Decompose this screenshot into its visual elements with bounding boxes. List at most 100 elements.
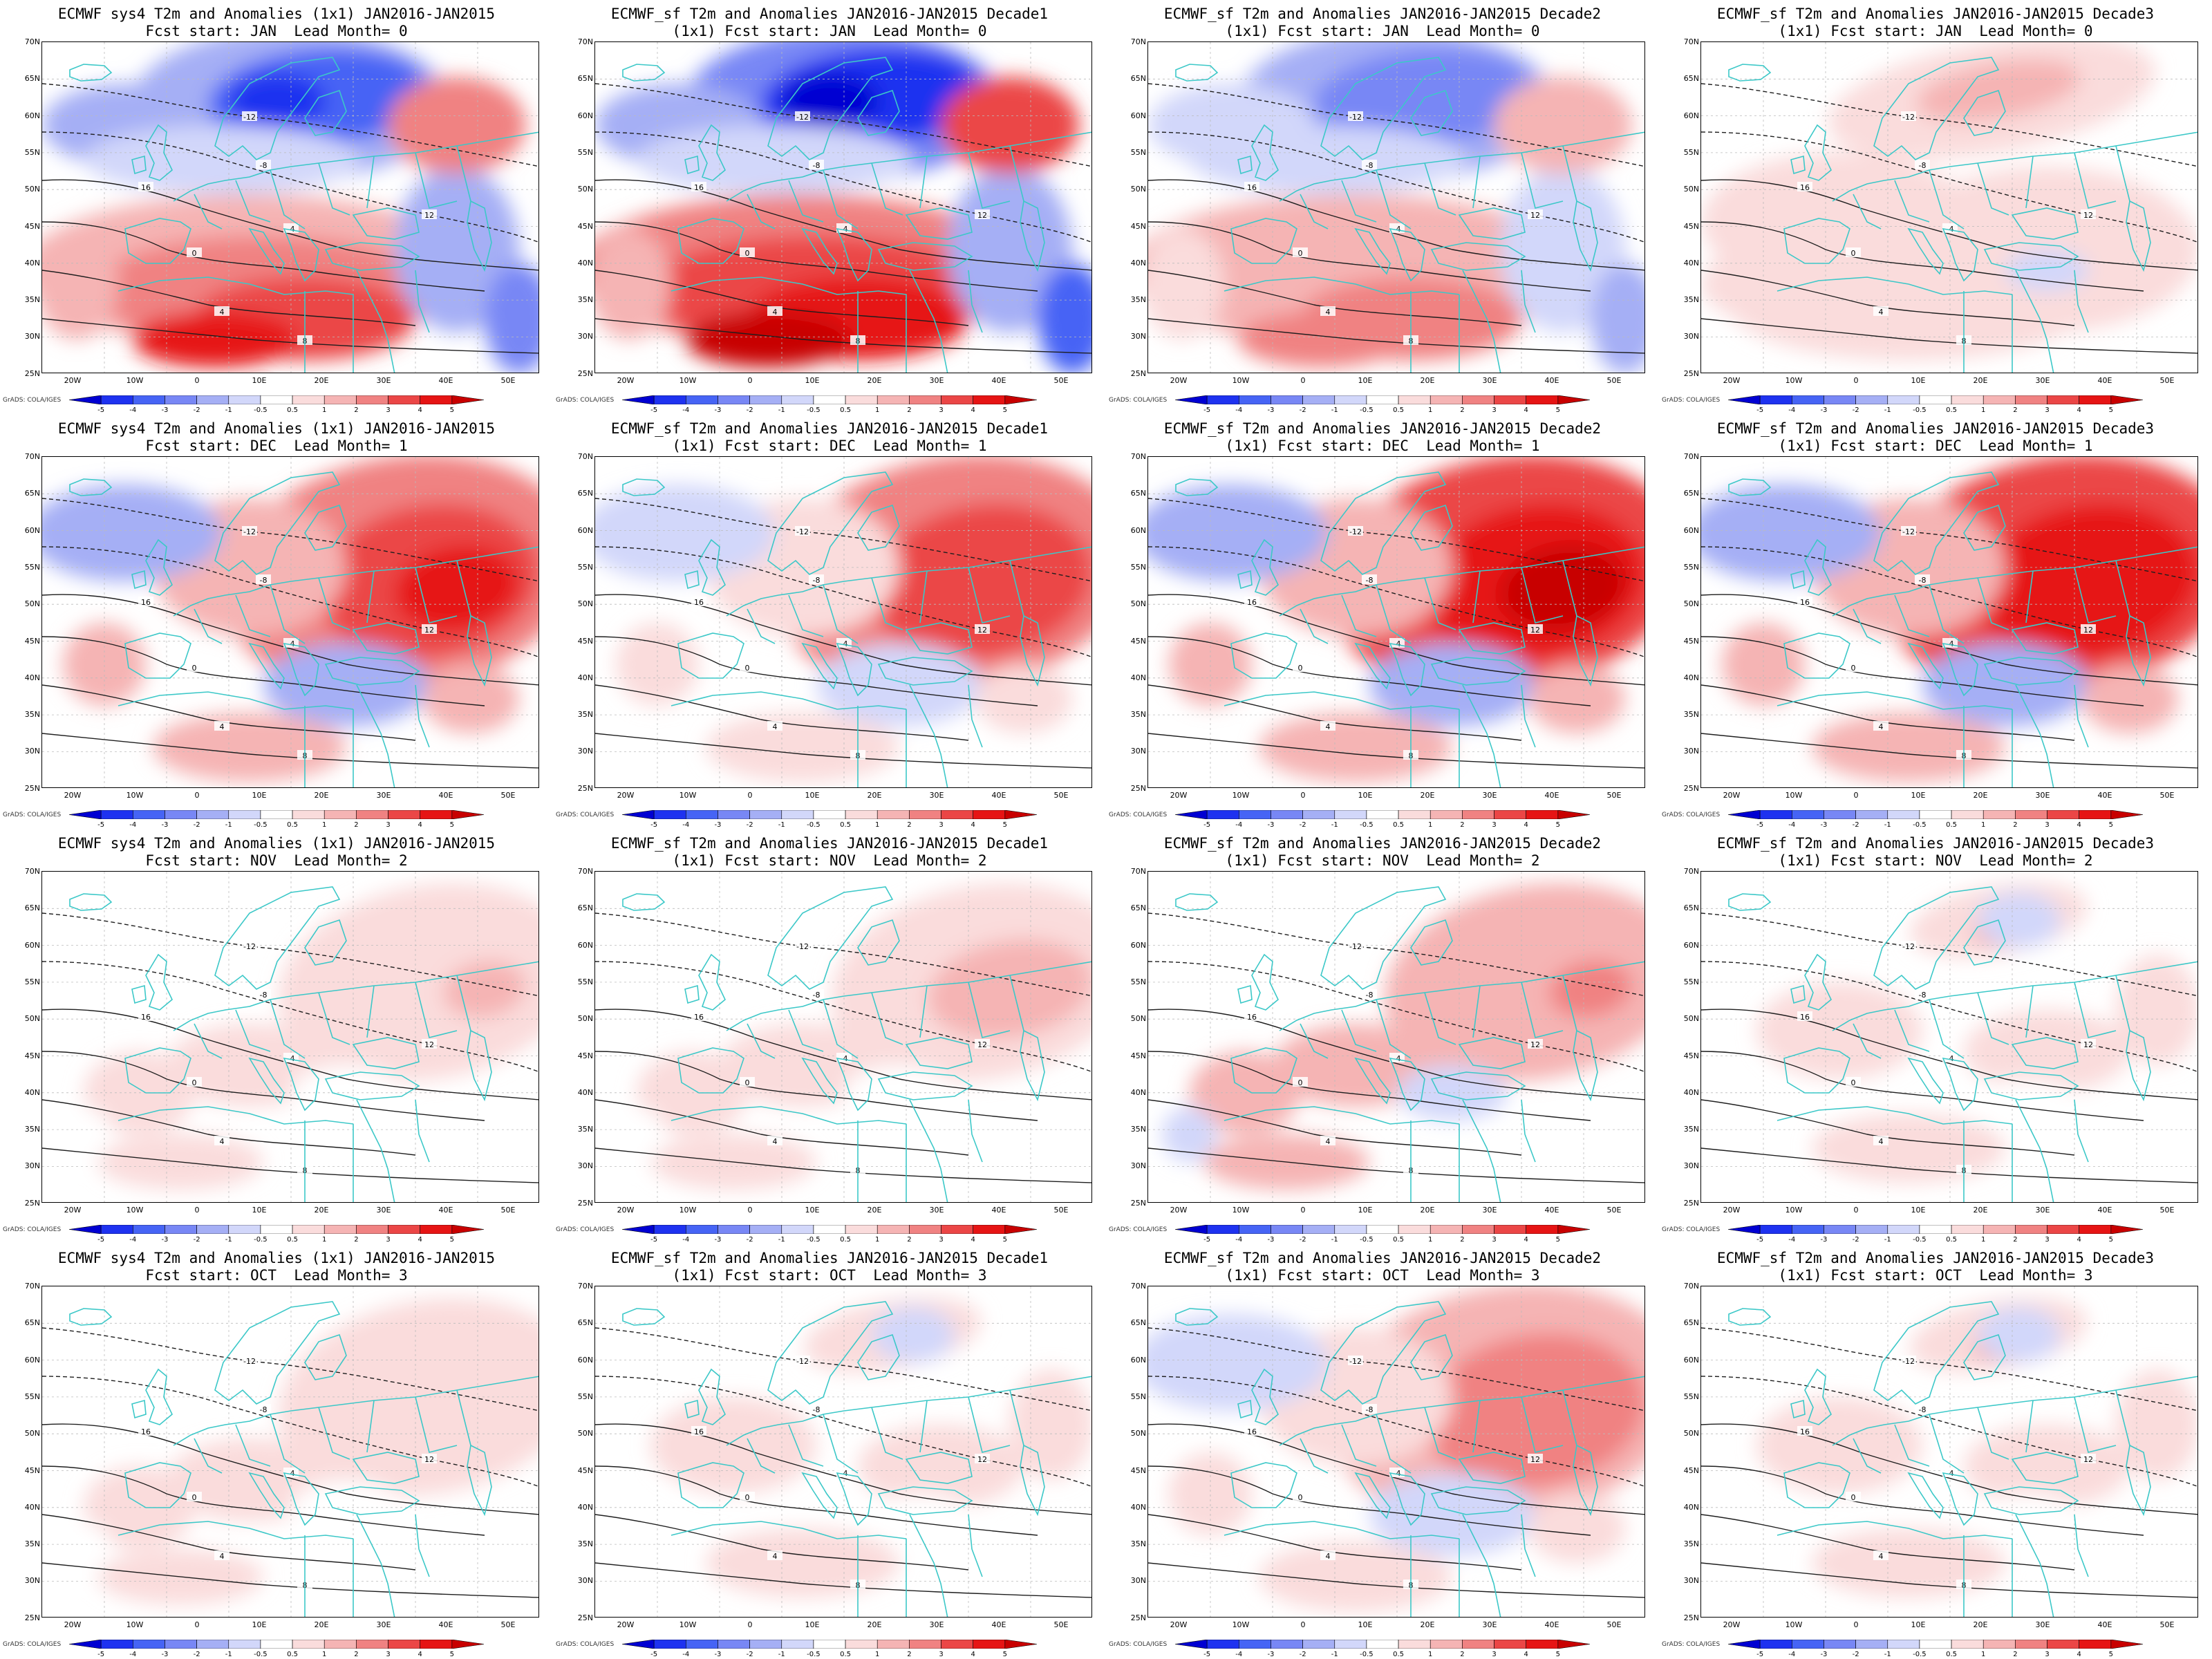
latitude-label: 60N [24,1355,40,1365]
coastline [968,270,983,333]
coastline [788,594,824,637]
anomaly-region [1715,885,1826,941]
longitude-label: 0 [1300,791,1306,800]
coastline [2115,145,2130,202]
longitude-label: 20E [314,376,329,385]
longitude-label: 10E [1911,791,1926,800]
colorbar-swatch [100,1640,133,1649]
coastline [2074,1514,2089,1577]
colorbar-swatch [845,395,878,404]
colorbar-swatch [909,1225,941,1234]
coastline [836,642,872,697]
longitude-label: 0 [194,1206,200,1215]
colorbar-level: 3 [386,1651,391,1658]
longitude-label: 20W [617,1206,635,1215]
longitude-label: 20E [867,1620,882,1629]
coastline [324,1486,420,1515]
coastline [1410,504,1453,551]
longitude-label: 30E [376,1620,391,1629]
colorbar-level: 1 [322,1236,327,1244]
panel-title-line2: Fcst start: NOV Lead Month= 2 [145,852,408,869]
colorbar-level: 2 [354,1651,359,1658]
panel-title-line2: (1x1) Fcst start: OCT Lead Month= 3 [1778,1267,2093,1284]
latitude-label: 40N [1130,258,1146,268]
latitude-label: 70N [577,37,593,46]
coastline [1458,207,1526,240]
longitude-label: 0 [194,376,200,385]
coastline [877,1071,973,1100]
contour-label-bg [1528,1454,1543,1463]
contour-label: -8 [1366,991,1374,1000]
coastline [1521,1396,1564,1453]
coastline [788,1424,824,1467]
temperature-contour [42,221,485,292]
coastline [415,1396,458,1453]
coastline [1462,684,1501,787]
colorbar-level: -4 [1235,1236,1243,1244]
longitude-label: 10E [252,376,267,385]
contour-label-bg [1901,111,1916,121]
coastline [1410,919,1453,966]
latitude-label: 35N [1130,1539,1146,1549]
coastline [270,584,306,644]
colorbar-swatch [1430,1225,1463,1234]
coastline [1279,961,1644,1031]
contour-label-bg [1873,1136,1888,1145]
latitude-label: 65N [24,489,40,498]
latitude-label: 65N [1683,489,1699,498]
contour-label: 4 [773,1137,778,1146]
anomaly-region [865,1494,975,1549]
coastline [1320,886,1447,990]
contour-label: 4 [220,722,225,731]
latitude-label: 45N [1683,1051,1699,1060]
longitude-label: 30E [1482,1206,1497,1215]
coastline [356,1514,395,1617]
contour-label: -4 [288,1469,295,1478]
coastline [2025,1400,2034,1453]
colorbar-level: -2 [746,821,753,829]
panel-title: ECMWF_sf T2m and Anomalies JAN2016-JAN20… [1659,835,2212,870]
latitude-label: 35N [24,710,40,720]
latitude-label: 35N [577,1125,593,1134]
colorbar-swatch [749,810,782,819]
temperature-contour [1701,1514,2075,1571]
anomaly-region [1591,263,1644,373]
coastline [318,577,350,630]
contour-label: -8 [813,991,821,1000]
temperature-contour [595,1009,1091,1100]
latitude-label: 50N [1130,185,1146,194]
colorbar-swatch [1728,1225,1761,1234]
latitude-label: 30N [1130,747,1146,756]
coastline [877,242,973,271]
colorbar-swatch [388,810,420,819]
panel-title-line1: ECMWF sys4 T2m and Anomalies (1x1) JAN20… [57,1250,496,1266]
longitude-label: 50E [1053,376,1069,385]
colorbar-swatch [1398,395,1431,404]
latitude-label: 30N [1130,1576,1146,1586]
contour-label: -12 [796,113,809,122]
coastline [1894,1009,1930,1052]
colorbar-swatch [1855,810,1888,819]
coastline [909,1099,948,1202]
coastline [801,642,838,690]
coastline [726,546,1091,617]
contour-label-bg [187,247,202,257]
contour-label: -4 [1947,639,1954,648]
anomaly-region [1148,1314,1328,1411]
temperature-contour [42,1099,416,1156]
coastline [1175,478,1219,496]
anomaly-region [1722,623,1805,706]
colorbar-level: 4 [1524,406,1528,414]
coastline [823,999,859,1059]
latitude-label: 25N [577,368,593,378]
contour-label: 12 [1530,626,1540,635]
colorbar-swatch [1728,1640,1761,1649]
colorbar-level: -0.5 [254,821,268,829]
colorbar-swatch [324,1640,357,1649]
coastline [1424,992,1456,1045]
coastline [2126,1029,2151,1102]
